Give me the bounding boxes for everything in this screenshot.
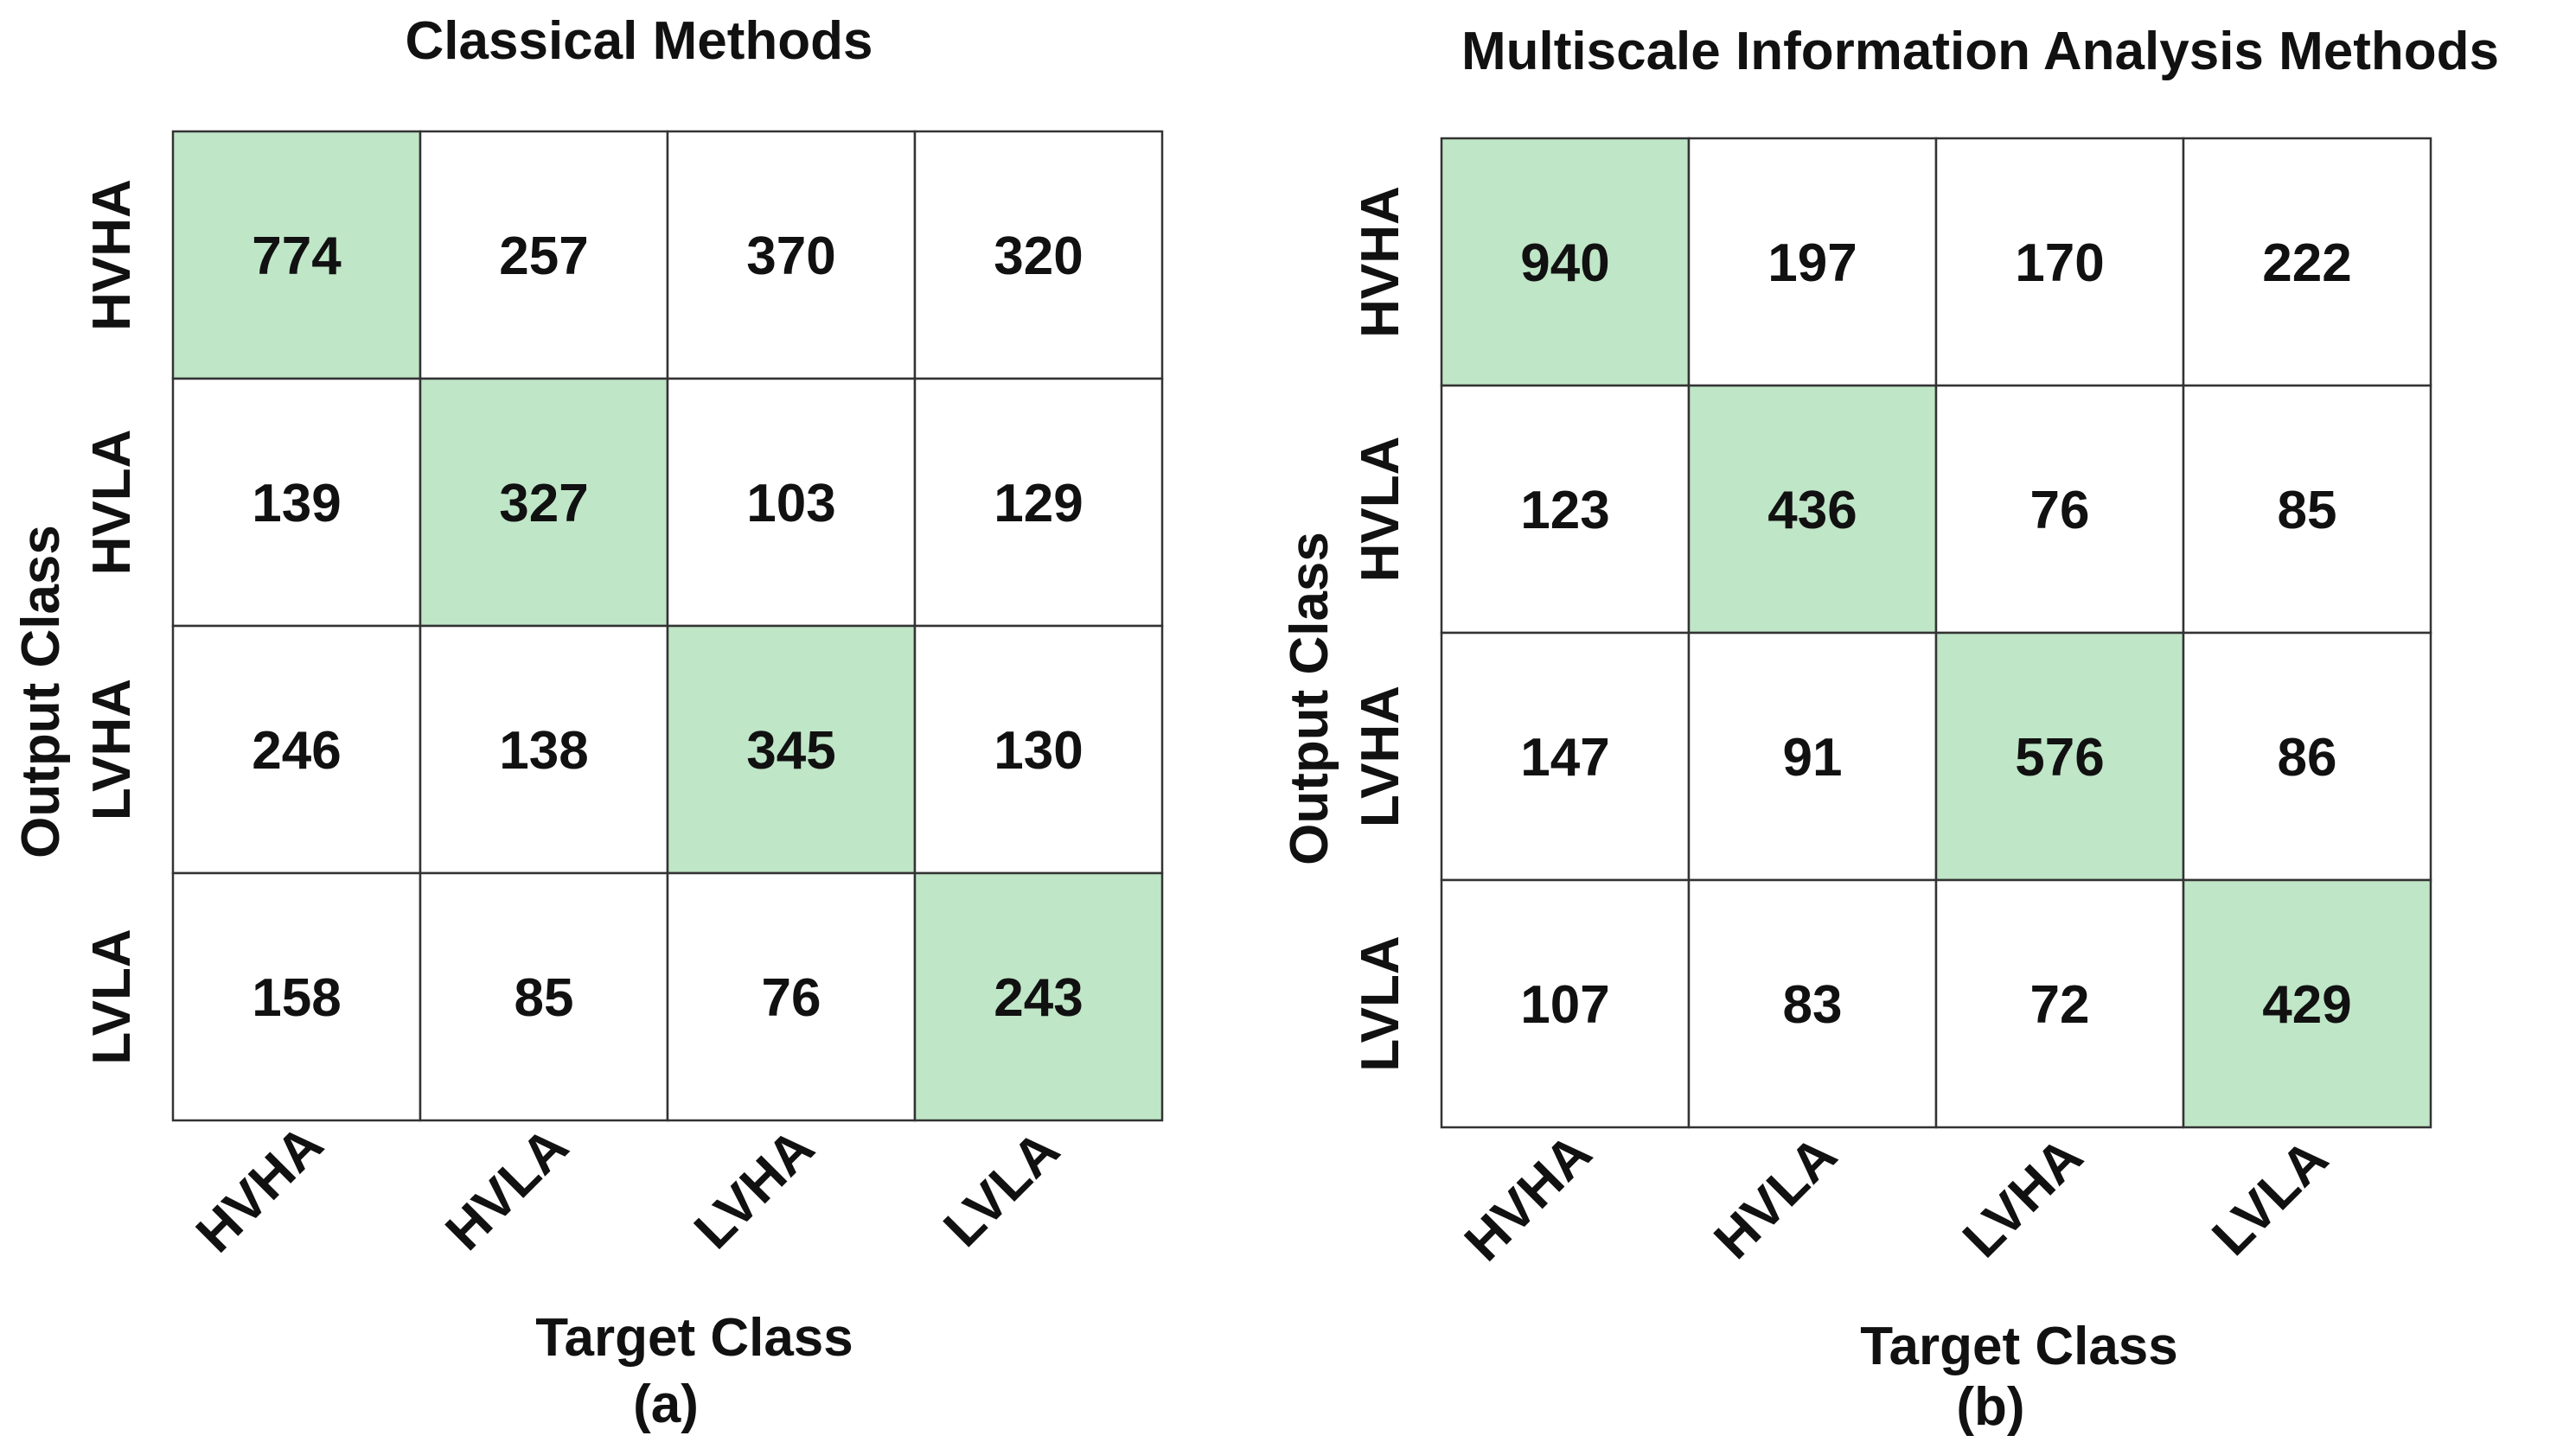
x-axis-label: Target Class [535,1308,853,1368]
matrix-grid: 774 257 370 320 139 327 103 129 246 138 345 130 158 8… [171,130,1164,1122]
matrix-cell [1934,631,2185,882]
cell-value-label: 320 [994,227,1083,286]
cell-value-label: 345 [746,721,835,781]
x-axis-label: Target Class [1860,1317,2178,1376]
cell-value-label: 170 [2015,233,2104,293]
matrix-cell [171,871,422,1122]
cell-value-label: 327 [499,474,588,533]
column-tick-label: HVHA [1454,1123,1603,1273]
cell-value-label: 130 [994,721,1083,781]
column-tick-label: LVLA [2202,1129,2340,1267]
matrix-cell [2182,137,2432,387]
confusion-matrix-panel-a: Classical Methods 774 257 370 320 139 327 103 1… [11,11,1164,1434]
cell-value-label: 576 [2015,728,2104,788]
panel-caption: (a) [633,1375,699,1434]
matrix-cell [1440,631,1691,882]
y-axis-label: Output Class [1280,532,1339,865]
row-tick-label: HVHA [82,179,142,331]
matrix-cell [1440,384,1691,635]
cell-value-label: 86 [2278,728,2337,788]
matrix-cell [171,130,422,380]
matrix-cell [913,377,1164,628]
cell-value-label: 129 [994,474,1083,533]
cell-value-label: 103 [746,474,835,533]
cell-value-label: 85 [515,968,574,1028]
matrix-cell [1440,137,1691,387]
cell-value-label: 107 [1520,975,1609,1035]
matrix-cell [913,130,1164,380]
column-tick-label: LVHA [683,1118,826,1260]
cell-value-label: 222 [2262,233,2351,293]
column-tick-label: HVHA [185,1114,335,1264]
cell-value-label: 76 [762,968,821,1028]
row-tick-label: LVLA [1351,935,1410,1071]
cell-value-label: 940 [1520,233,1609,293]
row-tick-label: LVHA [82,679,142,820]
matrix-cell [666,130,917,380]
matrix-cell [1687,384,1938,635]
cell-value-label: 246 [252,721,341,781]
row-tick-label: HVHA [1351,186,1410,338]
cell-value-label: 147 [1520,728,1609,788]
matrix-cell [1934,384,2185,635]
cell-value-label: 197 [1767,233,1857,293]
chart-title: Classical Methods [406,11,873,71]
cell-value-label: 139 [252,474,341,533]
row-tick-label: HVLA [82,430,142,576]
y-axis-label: Output Class [11,525,71,858]
confusion-matrix-panel-b: Multiscale Information Analysis Methods … [1280,22,2499,1437]
row-labels: HVHA HVLA LVHA LVLA [1351,186,1410,1071]
matrix-cell [1934,878,2185,1129]
matrix-cell [419,130,669,380]
cell-value-label: 243 [994,968,1083,1028]
matrix-cell [1934,137,2185,387]
cell-value-label: 85 [2278,481,2337,540]
cell-value-label: 774 [252,227,342,286]
cell-value-label: 138 [499,721,588,781]
cell-value-label: 370 [746,227,835,286]
cell-value-label: 72 [2030,975,2090,1035]
matrix-cell [913,624,1164,875]
column-tick-label: LVHA [1952,1126,2094,1269]
chart-title: Multiscale Information Analysis Methods [1461,22,2499,81]
panel-caption: (b) [1956,1377,2024,1437]
column-tick-label: HVLA [1703,1125,1848,1270]
cell-value-label: 83 [1783,975,1843,1035]
cell-value-label: 158 [252,968,341,1028]
cell-value-label: 91 [1783,728,1843,788]
matrix-cell [666,871,917,1122]
row-tick-label: HVLA [1351,437,1410,583]
matrix-cell [2182,384,2432,635]
column-labels: HVHA HVLA LVHA LVLA [1454,1123,2340,1273]
matrix-cell [1440,878,1691,1129]
matrix-cell [419,624,669,875]
matrix-cell [419,377,669,628]
cell-value-label: 429 [2262,975,2351,1035]
column-tick-label: LVLA [933,1120,1071,1259]
matrix-cell [1687,137,1938,387]
cell-value-label: 436 [1767,481,1857,540]
row-tick-label: LVHA [1351,686,1410,827]
cell-value-label: 76 [2030,481,2090,540]
cell-value-label: 123 [1520,481,1609,540]
column-labels: HVHA HVLA LVHA LVLA [185,1114,1071,1264]
row-labels: HVHA HVLA LVHA LVLA [82,179,142,1064]
matrix-cell [171,377,422,628]
matrix-cell [2182,631,2432,882]
column-tick-label: HVLA [434,1116,579,1261]
matrix-cell [913,871,1164,1122]
matrix-cell [2182,878,2432,1129]
matrix-grid: 940 197 170 222 123 436 76 85 147 91 576 86 107 83 72 4… [1440,137,2432,1129]
matrix-cell [419,871,669,1122]
row-tick-label: LVLA [82,928,142,1064]
cell-value-label: 257 [499,227,588,286]
